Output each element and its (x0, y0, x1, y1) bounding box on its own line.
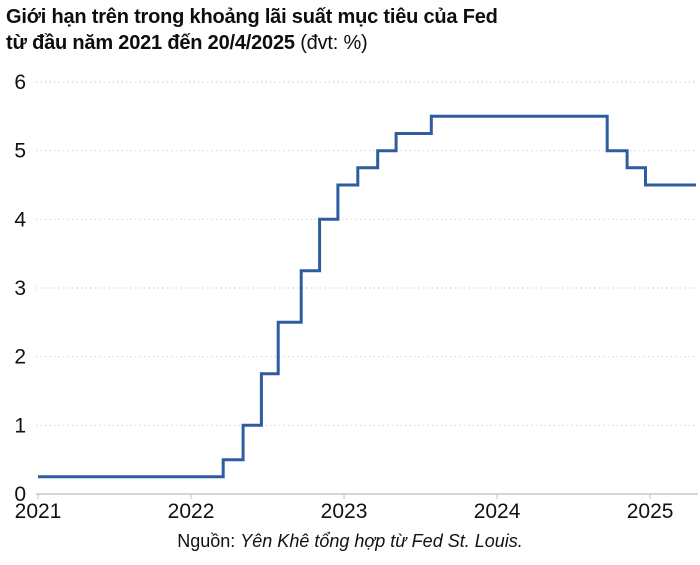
y-tick-label-5: 5 (14, 140, 26, 163)
source-note: Nguồn: Yên Khê tổng hợp từ Fed St. Louis… (0, 531, 700, 552)
chart-title-line2: từ đầu năm 2021 đến 20/4/2025 (6, 32, 295, 54)
x-tick-label-2025: 2025 (627, 500, 674, 523)
y-tick-label-6: 6 (14, 71, 26, 94)
y-tick-label-0: 0 (14, 483, 26, 506)
x-tick-label-2023: 2023 (321, 500, 368, 523)
y-tick-label-3: 3 (14, 277, 26, 300)
x-tick-label-2024: 2024 (474, 500, 521, 523)
y-tick-label-1: 1 (14, 414, 26, 437)
source-label: Nguồn: (177, 531, 241, 551)
x-tick-label-2021: 2021 (15, 500, 62, 523)
y-tick-label-2: 2 (14, 346, 26, 369)
chart-title-line1: Giới hạn trên trong khoảng lãi suất mục … (6, 6, 498, 28)
chart-title: Giới hạn trên trong khoảng lãi suất mục … (6, 4, 498, 56)
rate-step-line (38, 114, 696, 479)
x-tick-label-2022: 2022 (168, 500, 215, 523)
source-credit: Yên Khê tổng hợp từ Fed St. Louis. (240, 531, 523, 551)
chart-unit-note: (đvt: %) (300, 32, 368, 54)
y-tick-label-4: 4 (14, 208, 26, 231)
